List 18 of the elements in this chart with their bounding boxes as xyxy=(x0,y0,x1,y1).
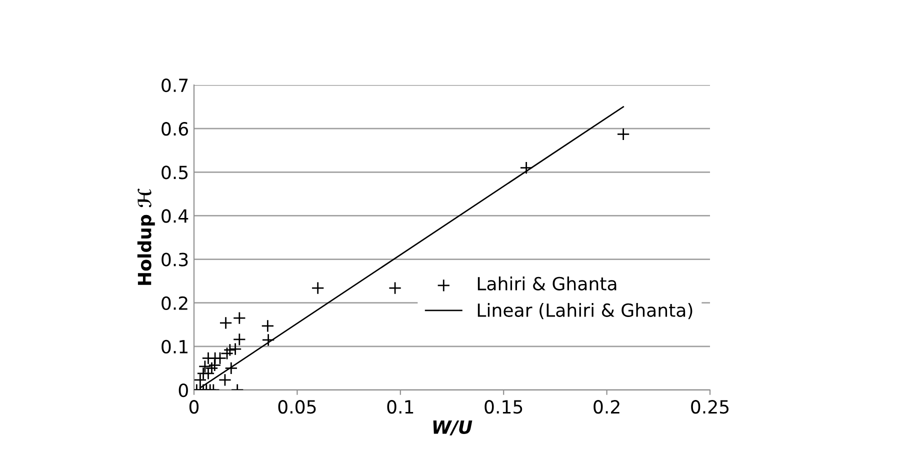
y-tick-label: 0.6 xyxy=(162,122,188,136)
x-tick-label: 0.15 xyxy=(484,400,522,414)
x-tick-label: 0 xyxy=(189,400,199,414)
legend-label: Lahiri & Ghanta xyxy=(478,276,616,290)
x-tick-label: 0.1 xyxy=(387,400,414,414)
y-tick-label: 0 xyxy=(178,383,188,398)
y-tick-label: 0.3 xyxy=(162,252,188,266)
x-axis-title: W/U xyxy=(433,420,472,436)
legend-label: Linear (Lahiri & Ghanta) xyxy=(478,303,692,320)
y-tick-label: 0.4 xyxy=(162,209,188,223)
y-axis-title: Holdup ℋ xyxy=(137,188,155,285)
y-tick-label: 0.7 xyxy=(162,78,188,92)
x-tick-label: 0.05 xyxy=(278,400,316,414)
y-tick-label: 0.1 xyxy=(162,340,188,354)
x-tick-label: 0.2 xyxy=(594,400,620,414)
y-tick-label: 0.2 xyxy=(162,296,188,310)
y-tick-label: 0.5 xyxy=(162,166,188,180)
x-tick-label: 0.25 xyxy=(691,400,729,414)
